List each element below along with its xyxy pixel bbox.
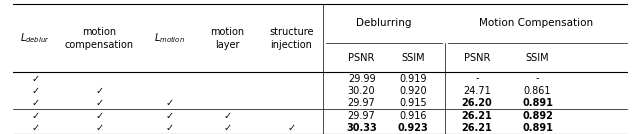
Text: PSNR: PSNR <box>348 53 375 63</box>
Text: 29.99: 29.99 <box>348 74 376 83</box>
Text: motion
compensation: motion compensation <box>65 27 134 50</box>
Text: 30.20: 30.20 <box>348 86 376 96</box>
Text: 29.97: 29.97 <box>348 98 376 108</box>
Text: 0.892: 0.892 <box>522 111 553 120</box>
Text: motion
layer: motion layer <box>210 27 244 50</box>
Text: 30.33: 30.33 <box>346 123 377 133</box>
Text: ✓: ✓ <box>31 74 39 83</box>
Text: -: - <box>475 74 479 83</box>
Text: 0.915: 0.915 <box>399 98 427 108</box>
Text: ✓: ✓ <box>95 123 103 133</box>
Text: ✓: ✓ <box>166 98 173 108</box>
Text: 0.920: 0.920 <box>399 86 427 96</box>
Text: $L_{deblur}$: $L_{deblur}$ <box>20 31 50 45</box>
Text: 0.861: 0.861 <box>524 86 551 96</box>
Text: 26.20: 26.20 <box>461 98 492 108</box>
Text: ✓: ✓ <box>95 86 103 96</box>
Text: Deblurring: Deblurring <box>356 18 412 28</box>
Text: ✓: ✓ <box>166 111 173 120</box>
Text: ✓: ✓ <box>223 123 231 133</box>
Text: ✓: ✓ <box>95 98 103 108</box>
Text: ✓: ✓ <box>166 123 173 133</box>
Text: ✓: ✓ <box>31 98 39 108</box>
Text: 0.891: 0.891 <box>522 98 553 108</box>
Text: ✓: ✓ <box>95 111 103 120</box>
Text: ✓: ✓ <box>287 123 295 133</box>
Text: Motion Compensation: Motion Compensation <box>479 18 593 28</box>
Text: 0.919: 0.919 <box>399 74 426 83</box>
Text: ✓: ✓ <box>223 111 231 120</box>
Text: 0.923: 0.923 <box>397 123 428 133</box>
Text: 0.916: 0.916 <box>399 111 426 120</box>
Text: PSNR: PSNR <box>463 53 490 63</box>
Text: SSIM: SSIM <box>526 53 549 63</box>
Text: -: - <box>536 74 540 83</box>
Text: ✓: ✓ <box>31 86 39 96</box>
Text: $L_{motion}$: $L_{motion}$ <box>154 31 185 45</box>
Text: 24.71: 24.71 <box>463 86 491 96</box>
Text: SSIM: SSIM <box>401 53 424 63</box>
Text: ✓: ✓ <box>31 123 39 133</box>
Text: structure
injection: structure injection <box>269 27 314 50</box>
Text: 29.97: 29.97 <box>348 111 376 120</box>
Text: 26.21: 26.21 <box>461 123 492 133</box>
Text: 0.891: 0.891 <box>522 123 553 133</box>
Text: 26.21: 26.21 <box>461 111 492 120</box>
Text: ✓: ✓ <box>31 111 39 120</box>
